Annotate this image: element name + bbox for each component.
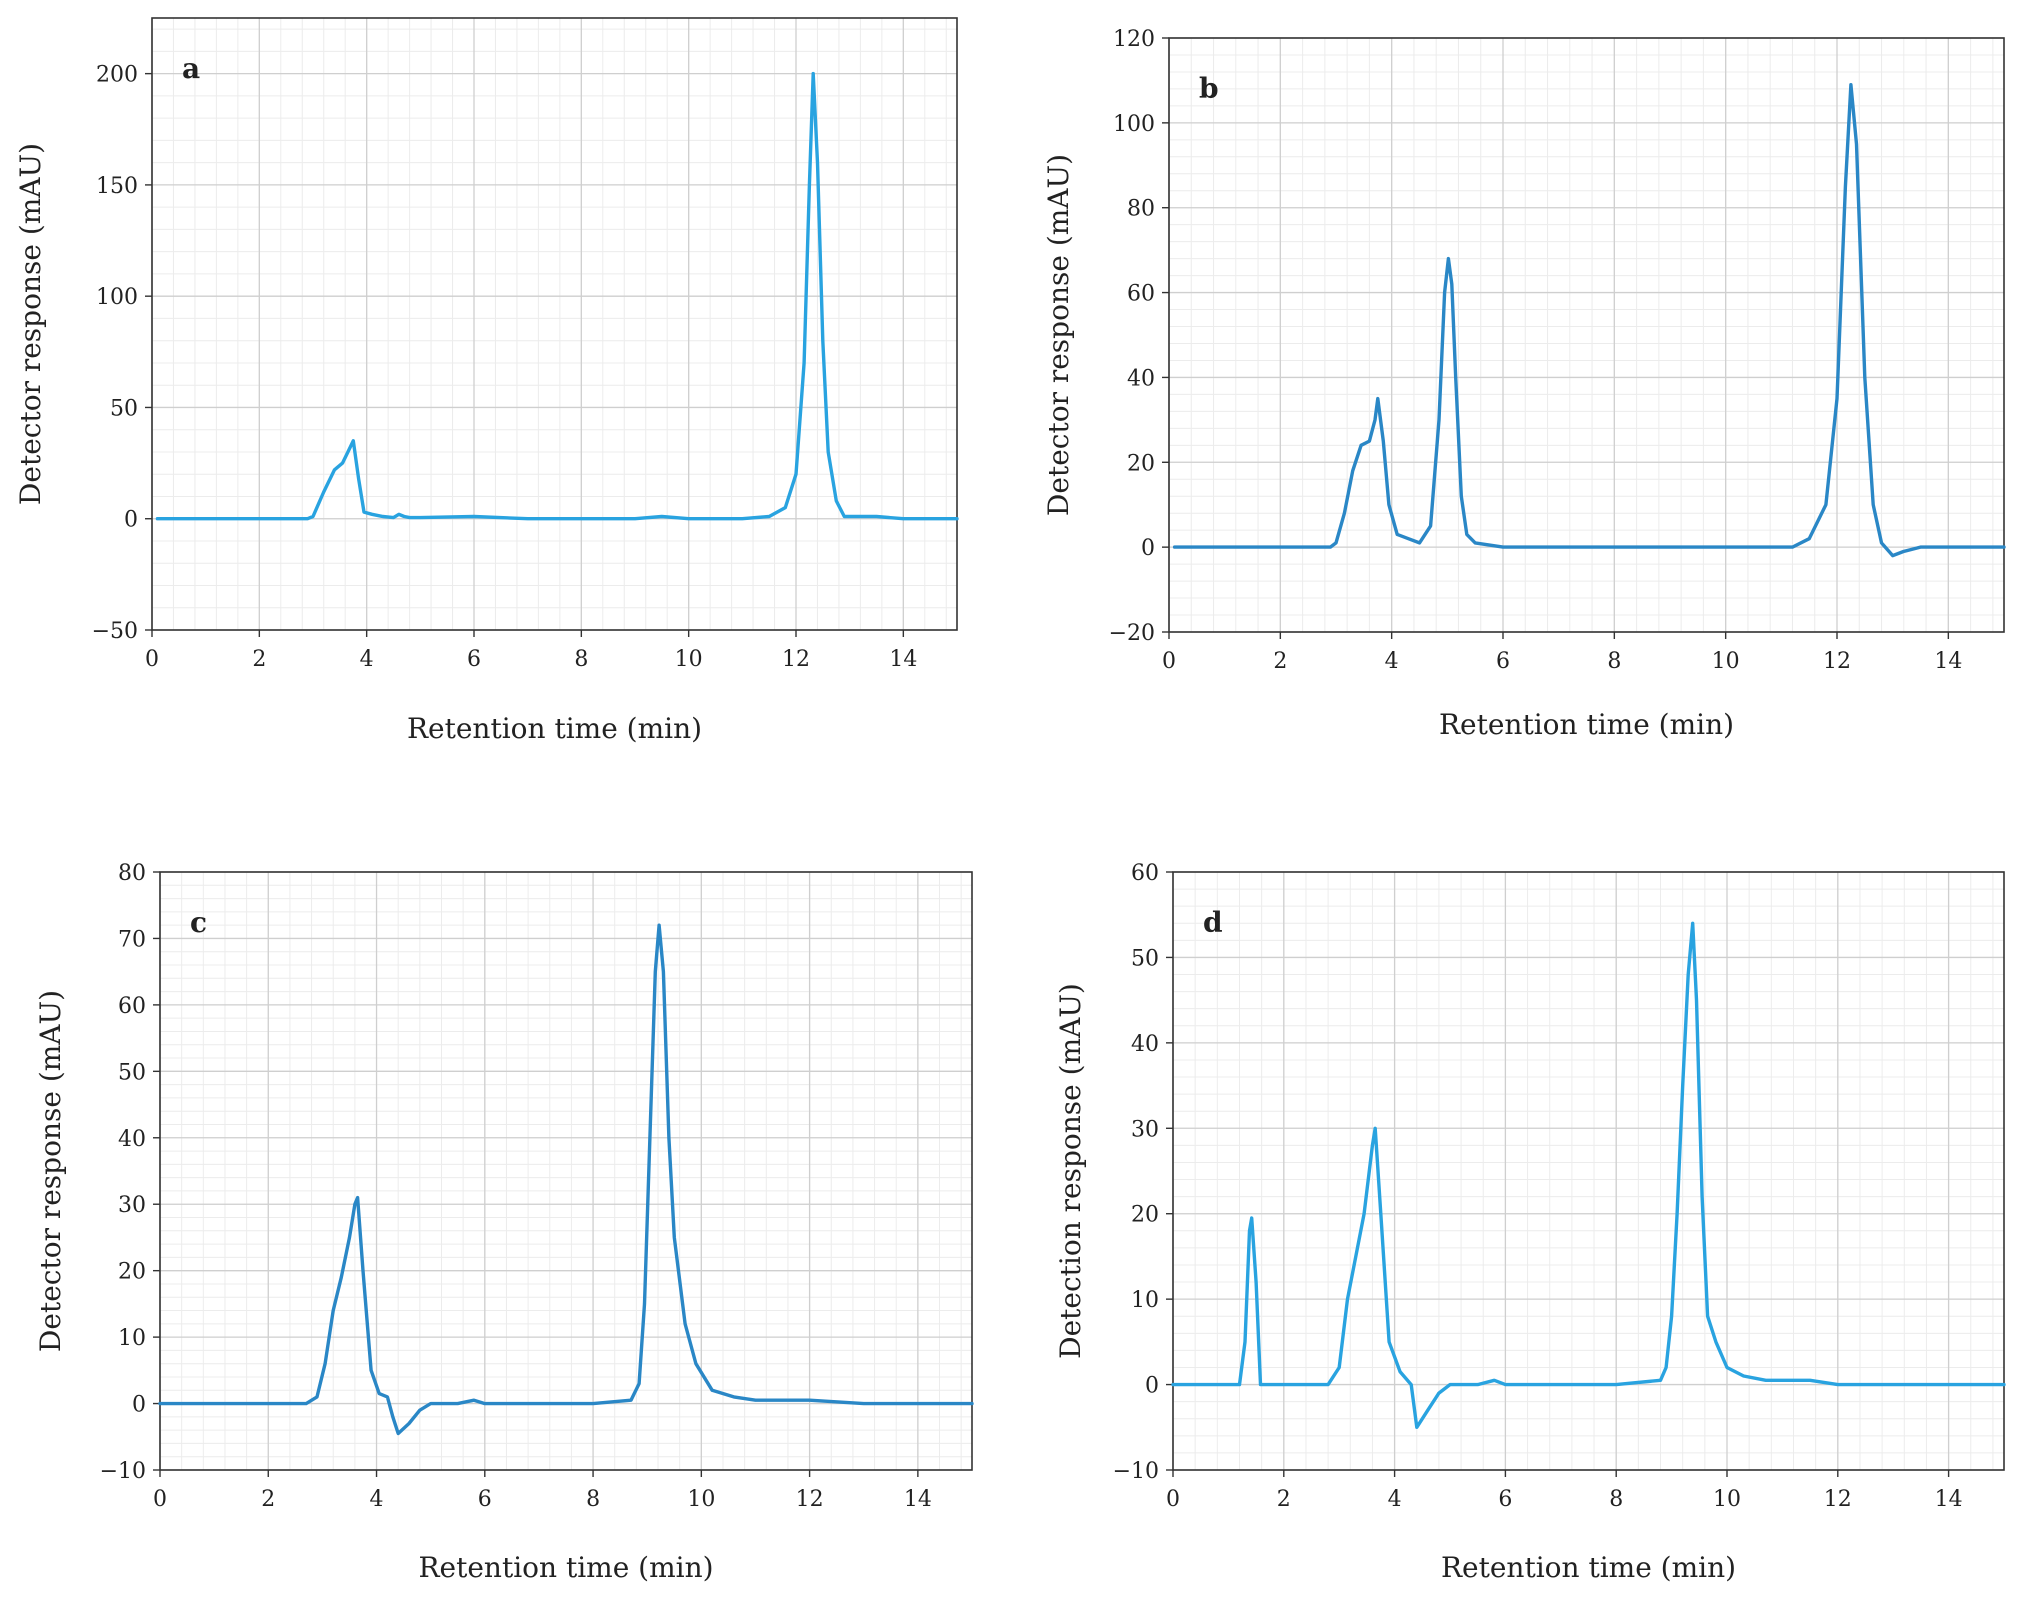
x-tick-label: 2 <box>252 647 266 672</box>
y-tick-label: 0 <box>124 508 138 533</box>
chart-d: 0 2 4 6 8 10 12 14 −10 0 10 20 30 40 50 60 Retention tim… <box>1054 861 2006 1584</box>
plot-area <box>152 18 957 630</box>
plot-area <box>1169 38 2004 632</box>
x-tick-label: 12 <box>782 647 810 672</box>
y-tick-label: 20 <box>118 1260 146 1285</box>
chart-b: 0 2 4 6 8 10 12 14 −20 0 20 40 60 80 100 120 Retention t… <box>1042 27 2006 741</box>
chart-panel-a: 0 2 4 6 8 10 12 14 −50 0 50 100 150 200 Retention time… <box>0 0 1000 785</box>
x-tick-label: 2 <box>261 1487 275 1512</box>
plot-frame <box>151 17 958 631</box>
y-tick-label: 40 <box>1127 366 1155 391</box>
y-tick-label: 80 <box>118 861 146 886</box>
y-tick-label: 0 <box>1145 1374 1159 1399</box>
y-tick-label: −20 <box>1109 621 1155 646</box>
x-tick-label: 6 <box>478 1487 492 1512</box>
x-tick-label: 6 <box>1496 649 1510 674</box>
x-tick-label: 4 <box>360 647 374 672</box>
y-tick-label: 100 <box>96 285 138 310</box>
chart-panel-c: 0 2 4 6 8 10 12 14 −10 0 10 20 30 40 50 60 70 80 Retention… <box>0 830 1000 1604</box>
y-tick-label: −10 <box>1113 1459 1159 1484</box>
plot-frame <box>1168 37 2005 633</box>
y-tick-label: 0 <box>132 1393 146 1418</box>
x-axis-label: Retention time (min) <box>1439 708 1734 741</box>
x-tick-label: 6 <box>1498 1487 1512 1512</box>
y-tick-label: 60 <box>118 994 146 1019</box>
x-tick-label: 14 <box>904 1487 932 1512</box>
panel-label: a <box>182 52 200 85</box>
y-tick-label: 20 <box>1131 1203 1159 1228</box>
plot-area <box>160 872 972 1470</box>
y-tick-label: 40 <box>118 1127 146 1152</box>
x-tick-label: 10 <box>1713 1487 1741 1512</box>
x-tick-label: 0 <box>145 647 159 672</box>
y-tick-label: 10 <box>1131 1288 1159 1313</box>
x-tick-label: 4 <box>1385 649 1399 674</box>
series-line-d <box>1171 921 2006 1429</box>
x-axis-label: Retention time (min) <box>407 712 702 745</box>
x-tick-label: 6 <box>467 647 481 672</box>
x-axis-label: Retention time (min) <box>418 1551 713 1584</box>
x-tick-label: 2 <box>1273 649 1287 674</box>
y-axis-label: Detector response (mAU) <box>14 143 47 505</box>
y-tick-label: 50 <box>1131 946 1159 971</box>
x-tick-label: 14 <box>1934 649 1962 674</box>
series-line-a <box>155 71 959 521</box>
y-tick-label: 30 <box>118 1193 146 1218</box>
y-tick-label: 60 <box>1131 861 1159 886</box>
series-line-c <box>158 923 974 1436</box>
chart-panel-b: 0 2 4 6 8 10 12 14 −20 0 20 40 60 80 100 120 Retention t… <box>1020 0 2024 785</box>
x-tick-label: 10 <box>687 1487 715 1512</box>
x-tick-label: 0 <box>1162 649 1176 674</box>
y-tick-label: 200 <box>96 63 138 88</box>
y-tick-label: −50 <box>92 619 138 644</box>
y-tick-label: 50 <box>110 396 138 421</box>
y-tick-label: 40 <box>1131 1032 1159 1057</box>
x-axis-label: Retention time (min) <box>1441 1551 1736 1584</box>
x-tick-label: 10 <box>675 647 703 672</box>
x-tick-label: 8 <box>574 647 588 672</box>
y-tick-label: −10 <box>100 1459 146 1484</box>
panel-label: d <box>1203 906 1223 939</box>
y-tick-label: 10 <box>118 1326 146 1351</box>
plot-area <box>1173 872 2004 1470</box>
x-tick-label: 10 <box>1712 649 1740 674</box>
y-tick-label: 50 <box>118 1060 146 1085</box>
chart-c: 0 2 4 6 8 10 12 14 −10 0 10 20 30 40 50 60 70 80 Retention… <box>34 861 974 1584</box>
y-tick-label: 30 <box>1131 1117 1159 1142</box>
chart-a: 0 2 4 6 8 10 12 14 −50 0 50 100 150 200 Retention time… <box>14 17 959 745</box>
y-tick-label: 100 <box>1113 112 1155 137</box>
y-tick-label: 0 <box>1141 536 1155 561</box>
x-tick-label: 0 <box>153 1487 167 1512</box>
x-tick-label: 8 <box>586 1487 600 1512</box>
y-tick-label: 80 <box>1127 197 1155 222</box>
series-line-b <box>1172 82 2006 558</box>
y-tick-label: 60 <box>1127 282 1155 307</box>
y-axis-label: Detector response (mAU) <box>1042 154 1075 516</box>
panel-label: c <box>190 906 207 939</box>
panel-label: b <box>1199 72 1219 105</box>
y-tick-label: 150 <box>96 174 138 199</box>
chart-panel-d: 0 2 4 6 8 10 12 14 −10 0 10 20 30 40 50 60 Retention tim… <box>1020 830 2024 1604</box>
x-tick-label: 8 <box>1607 649 1621 674</box>
plot-frame <box>1172 871 2005 1471</box>
x-tick-label: 8 <box>1609 1487 1623 1512</box>
x-tick-label: 4 <box>1388 1487 1402 1512</box>
y-axis-label: Detector response (mAU) <box>34 990 67 1352</box>
x-tick-label: 12 <box>1823 649 1851 674</box>
minor-gridlines <box>1168 37 2004 633</box>
x-tick-label: 14 <box>889 647 917 672</box>
x-tick-label: 4 <box>370 1487 384 1512</box>
x-tick-label: 12 <box>796 1487 824 1512</box>
y-tick-label: 120 <box>1113 27 1155 52</box>
y-axis-label: Detection response (mAU) <box>1054 983 1087 1359</box>
plot-frame <box>159 871 973 1471</box>
x-tick-label: 12 <box>1824 1487 1852 1512</box>
y-tick-label: 20 <box>1127 451 1155 476</box>
x-tick-label: 14 <box>1935 1487 1963 1512</box>
x-tick-label: 2 <box>1277 1487 1291 1512</box>
x-tick-label: 0 <box>1166 1487 1180 1512</box>
y-tick-label: 70 <box>118 927 146 952</box>
